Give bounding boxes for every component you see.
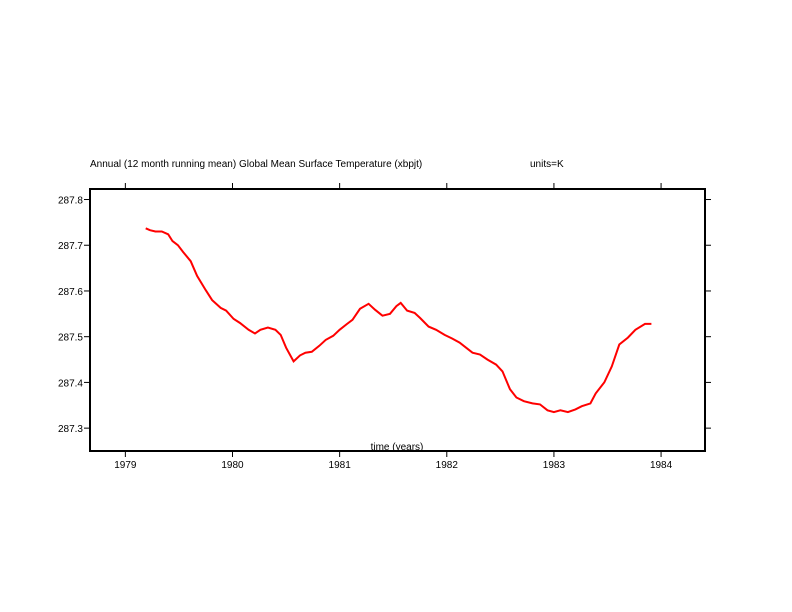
chart-title: Annual (12 month running mean) Global Me…	[90, 159, 422, 170]
series-line	[145, 227, 652, 414]
x-tick-label: 1979	[114, 460, 137, 471]
plot-frame	[89, 188, 706, 452]
x-tick-label: 1980	[221, 460, 244, 471]
y-tick-label: 287.5	[58, 333, 83, 344]
y-tick-label: 287.6	[58, 287, 83, 298]
x-tick-label: 1981	[329, 460, 352, 471]
x-tick-label: 1983	[543, 460, 566, 471]
x-tick-label: 1984	[650, 460, 673, 471]
x-axis-label: time (years)	[371, 442, 424, 453]
y-tick-label: 287.3	[58, 424, 83, 435]
y-tick-label: 287.4	[58, 378, 83, 389]
x-tick-label: 1982	[436, 460, 459, 471]
units-label: units=K	[530, 159, 564, 170]
y-tick-label: 287.7	[58, 241, 83, 252]
y-tick-label: 287.8	[58, 196, 83, 207]
